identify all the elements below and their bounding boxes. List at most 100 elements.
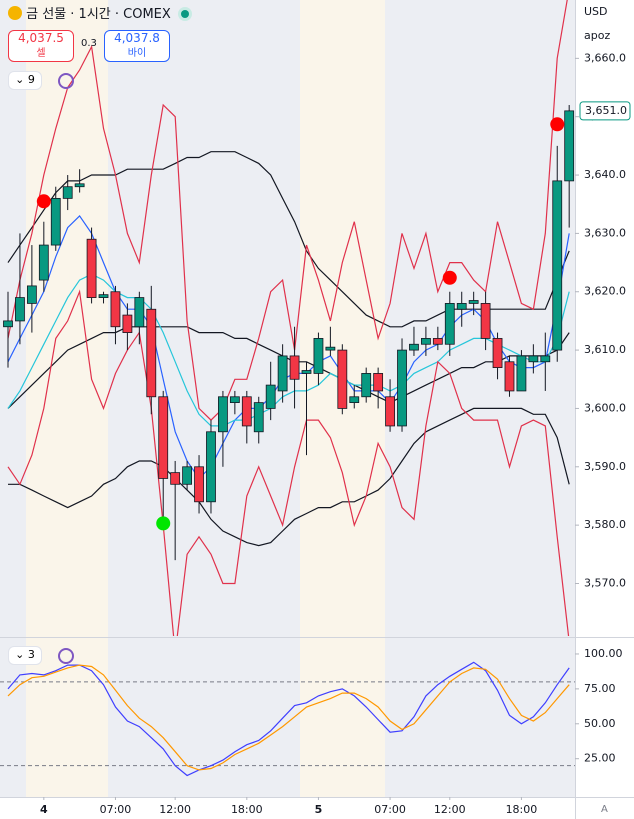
candle-body (349, 396, 360, 404)
axes: 3,660.03,650.03,640.03,630.03,620.03,610… (40, 51, 631, 816)
candle-body (62, 186, 73, 199)
candle-body (241, 396, 252, 427)
y-tick-label: 100.00 (584, 647, 623, 660)
signal-marker (442, 270, 457, 285)
x-tick-label: 12:00 (434, 803, 466, 816)
indicator-legend[interactable]: ⌄ 9 (8, 71, 42, 90)
candle-body (229, 396, 240, 404)
candle-body (361, 373, 372, 398)
y-tick-label: 3,580.0 (584, 518, 626, 531)
x-tick-label: 12:00 (159, 803, 191, 816)
candle-body (492, 338, 503, 368)
x-tick-label: 18:00 (506, 803, 538, 816)
main-pane (3, 0, 575, 636)
candle-body (564, 110, 575, 182)
y-tick-label: 3,620.0 (584, 285, 626, 298)
candle-body (528, 355, 539, 363)
candle-body (277, 355, 288, 392)
y-tick-label: 75.00 (584, 682, 616, 695)
y-tick-label: 3,590.0 (584, 460, 626, 473)
candle-body (504, 361, 515, 392)
candle-body (146, 308, 157, 398)
candle-body (38, 244, 49, 281)
oscillator-line (7, 661, 570, 777)
y-tick-label: 3,640.0 (584, 168, 626, 181)
candle-body (170, 472, 181, 485)
candle-body (265, 384, 276, 409)
status-dot (180, 10, 189, 18)
candle-body (86, 238, 97, 298)
candle-body (540, 355, 551, 363)
y-tick-label: 3,600.0 (584, 401, 626, 414)
y-tick-label: 3,630.0 (584, 226, 626, 239)
y-tick-label: 25.00 (584, 752, 616, 765)
oscillator-legend[interactable]: ⌄ 3 (8, 646, 42, 665)
session-shading (0, 0, 575, 797)
candle-body (373, 373, 384, 392)
refresh-icon[interactable] (58, 73, 74, 89)
candle-body (516, 355, 527, 392)
indicator-line (7, 326, 570, 409)
refresh-icon[interactable] (58, 648, 74, 664)
candle-body (110, 291, 121, 328)
candle-body (397, 349, 407, 427)
candle-body (206, 431, 216, 503)
candle-body (409, 343, 419, 351)
candle-body (420, 338, 431, 345)
candle-body (134, 297, 145, 328)
buy-price: 4,037.8 (114, 31, 160, 45)
y-tick-label: 50.00 (584, 717, 616, 730)
candle-body (3, 320, 13, 328)
oscillator-pane (0, 661, 575, 777)
candle-body (122, 314, 133, 333)
indicator-line (7, 289, 570, 636)
currency[interactable]: USD (584, 5, 608, 18)
candle-body (26, 285, 37, 304)
candle-body (301, 370, 312, 374)
chevron: ⌄ (15, 648, 28, 661)
x-tick-label: 07:00 (100, 803, 132, 816)
candle-body (325, 346, 336, 351)
y-tick-label: 3,570.0 (584, 576, 626, 589)
sell-price: 4,037.5 (18, 31, 64, 45)
indicator-line (7, 273, 570, 427)
x-tick-label: 18:00 (231, 803, 263, 816)
oscillator-line (7, 664, 570, 771)
x-tick-label: 07:00 (374, 803, 406, 816)
signal-marker (156, 516, 171, 531)
last-price-box (579, 101, 631, 121)
buy-label: 바이 (127, 48, 147, 59)
auto-scale[interactable]: A (601, 804, 608, 815)
candle-body (15, 297, 25, 322)
candle-body (432, 338, 443, 345)
candle-body (182, 466, 193, 485)
legend-count: 3 (27, 648, 35, 661)
candle-body (98, 294, 109, 298)
sell-button[interactable]: 4,037.5 셀 (8, 30, 74, 62)
candle-body (194, 466, 204, 503)
candle-body (444, 303, 455, 345)
sell-label: 셀 (36, 48, 46, 59)
buy-button[interactable]: 4,037.8 바이 (104, 30, 170, 62)
spread: 0.3 (81, 38, 97, 49)
candle-body (480, 303, 491, 339)
candle-body (158, 396, 169, 479)
y-tick-label: 3,610.0 (584, 343, 626, 356)
x-tick-label: 5 (315, 803, 323, 816)
candle-body (456, 303, 467, 310)
candle-body (468, 300, 479, 304)
title-bar: 금 선물 · 1시간 · COMEX (8, 3, 189, 22)
indicator-line (7, 0, 568, 421)
unit[interactable]: apoz (584, 29, 611, 42)
y-tick-label: 3,660.0 (584, 51, 626, 64)
indicator-line (7, 214, 570, 480)
title: 금 선물 · 1시간 · COMEX (26, 7, 171, 22)
candle-body (74, 183, 85, 188)
symbol-icon (8, 6, 22, 20)
signal-marker (36, 194, 51, 209)
candle-body (552, 180, 563, 351)
indicator-line (7, 151, 570, 328)
candle-body (50, 197, 61, 246)
